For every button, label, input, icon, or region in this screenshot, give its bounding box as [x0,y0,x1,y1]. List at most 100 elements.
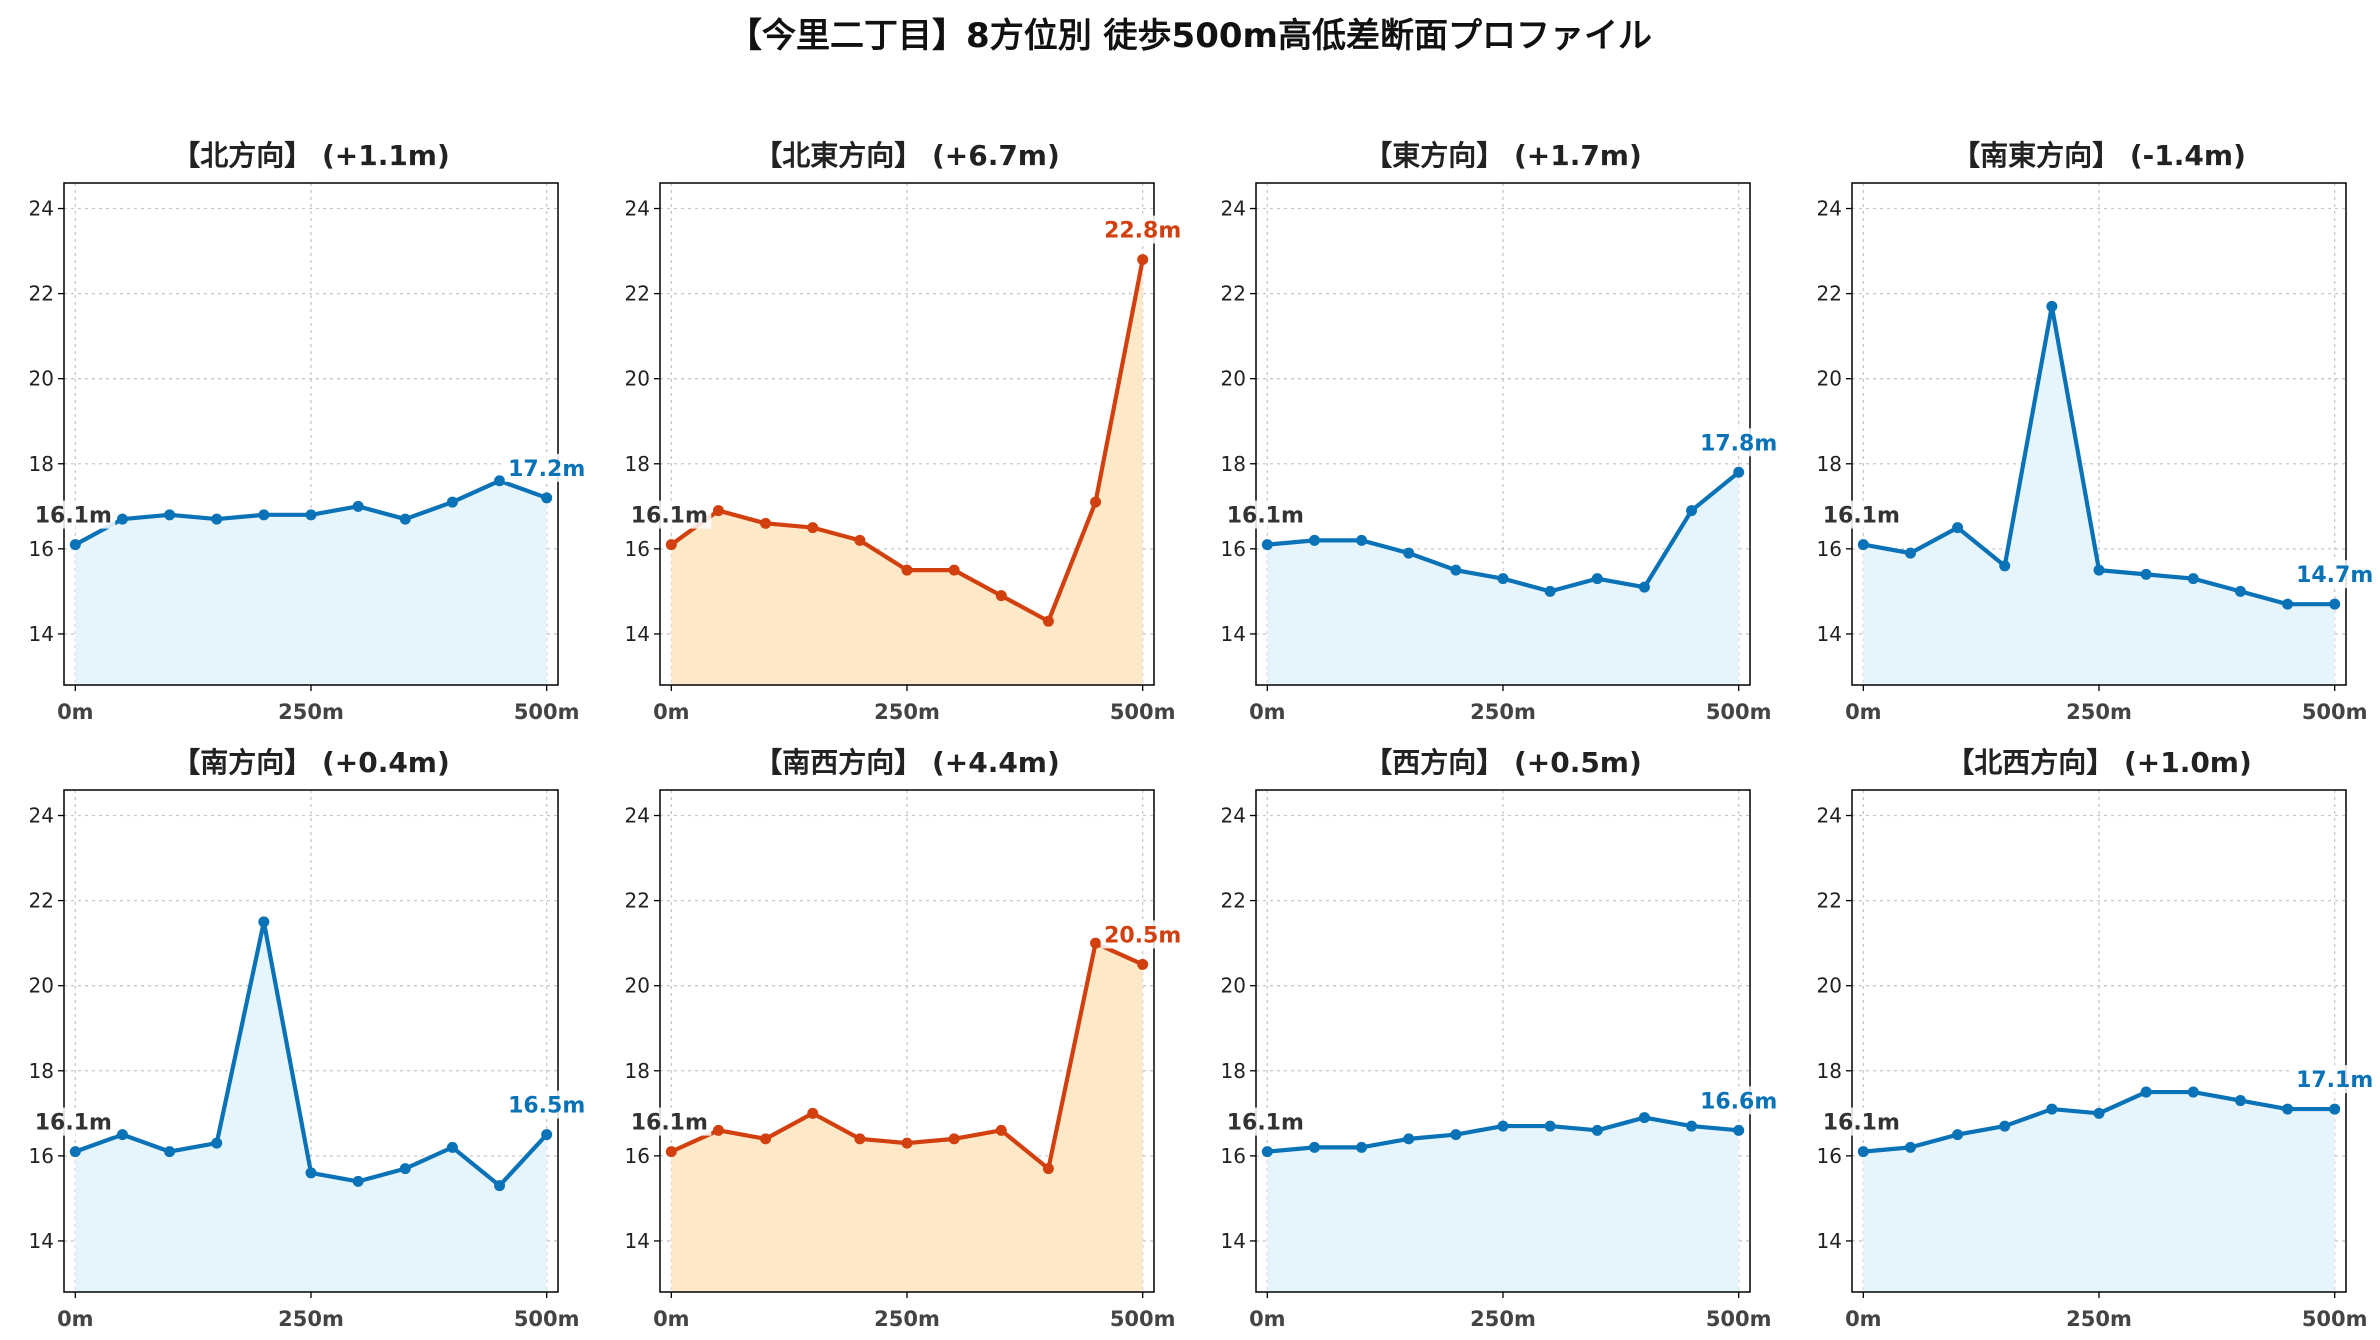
x-tick-label: 250m [278,700,344,724]
y-tick-label: 22 [29,889,54,913]
y-tick-label: 18 [1221,1059,1246,1083]
start-label-bg [1223,1107,1308,1136]
data-point [164,509,176,521]
x-tick-label: 500m [514,700,580,724]
y-tick-label: 14 [1817,622,1842,646]
data-point [211,1137,223,1149]
data-point [2093,1107,2105,1119]
data-point [1356,1141,1368,1153]
y-tick-label: 24 [1817,197,1842,221]
data-point [211,513,223,525]
start-elevation-label: 16.1m [1823,504,1900,529]
x-tick-label: 250m [1470,700,1536,724]
start-label-bg [31,500,116,529]
profile-area [1863,1092,2335,1292]
y-tick-label: 14 [625,622,650,646]
y-tick-label: 20 [1817,974,1842,998]
data-point [665,1146,677,1158]
y-tick-label: 20 [625,974,650,998]
x-tick-label: 250m [1470,1307,1536,1331]
end-label-bg [1696,1086,1781,1115]
data-point [1999,560,2011,572]
data-point [1733,1124,1745,1136]
data-point [901,564,913,576]
data-point [995,590,1007,602]
data-point [116,1129,128,1141]
data-point [1638,581,1650,593]
data-point [1733,466,1745,478]
data-point [541,492,553,504]
data-point [2140,1086,2152,1098]
y-tick-label: 14 [625,1229,650,1253]
data-point [1308,534,1320,546]
data-point [1591,573,1603,585]
data-point [1686,1120,1698,1132]
end-elevation-label: 14.7m [2296,563,2373,588]
data-point [2329,1103,2341,1115]
x-tick-label: 0m [653,700,690,724]
y-tick-label: 14 [1221,1229,1246,1253]
data-point [807,522,819,534]
data-point [305,1167,317,1179]
start-label-bg [627,1107,712,1136]
data-point [1686,505,1698,517]
x-tick-label: 0m [57,1307,94,1331]
panel-title: 【西方向】 (+0.5m) [1364,746,1642,779]
data-point [1638,1112,1650,1124]
data-point [854,1133,866,1145]
end-elevation-label: 17.8m [1700,431,1777,456]
data-point [1042,615,1054,627]
start-label-bg [1819,500,1904,529]
profile-area [1863,306,2335,685]
y-tick-label: 16 [1817,1144,1842,1168]
data-point [2187,1086,2199,1098]
y-tick-label: 22 [1221,282,1246,306]
data-point [69,1146,81,1158]
data-point [1450,564,1462,576]
x-tick-label: 0m [653,1307,690,1331]
panel-title: 【北東方向】 (+6.7m) [754,139,1060,172]
data-point [69,539,81,551]
end-label-bg [1100,215,1185,244]
x-tick-label: 500m [2302,700,2368,724]
y-tick-label: 16 [625,1144,650,1168]
data-point [1952,1129,1964,1141]
panel-title: 【南東方向】 (-1.4m) [1952,139,2246,172]
y-tick-label: 16 [1221,1144,1246,1168]
end-label-bg [2292,1065,2377,1094]
data-point [1450,1129,1462,1141]
data-point [2329,598,2341,610]
data-point [352,1175,364,1187]
data-point [1403,547,1415,559]
data-point [712,505,724,517]
y-tick-label: 20 [29,974,54,998]
chart-panel-8: 【北西方向】 (+1.0m) 14 16 18 20 22 24 0m 250m 500m 16.1… [1817,746,2377,1331]
y-tick-label: 22 [625,282,650,306]
y-tick-label: 24 [1817,804,1842,828]
data-point [446,496,458,508]
data-point [1137,254,1149,266]
data-point [1857,539,1869,551]
x-tick-label: 0m [1845,700,1882,724]
data-point [1090,496,1102,508]
y-tick-label: 16 [29,1144,54,1168]
chart-panel-7: 【西方向】 (+0.5m) 14 16 18 20 22 24 0m 250m 500m 16.1m… [1221,746,1781,1331]
panel-title: 【南西方向】 (+4.4m) [754,746,1060,779]
data-point [352,500,364,512]
data-point [948,1133,960,1145]
data-point [1497,573,1509,585]
y-tick-label: 16 [625,537,650,561]
data-point [446,1141,458,1153]
y-tick-label: 20 [29,367,54,391]
y-tick-label: 24 [625,197,650,221]
data-point [1544,585,1556,597]
data-point [1137,958,1149,970]
data-point [2234,1095,2246,1107]
x-tick-label: 500m [2302,1307,2368,1331]
x-tick-label: 500m [1110,1307,1176,1331]
y-tick-label: 24 [1221,804,1246,828]
y-tick-label: 22 [1221,889,1246,913]
chart-panel-3: 【東方向】 (+1.7m) 14 16 18 20 22 24 0m 250m 500m 16.1m… [1221,139,1781,724]
start-elevation-label: 16.1m [1227,1111,1304,1136]
